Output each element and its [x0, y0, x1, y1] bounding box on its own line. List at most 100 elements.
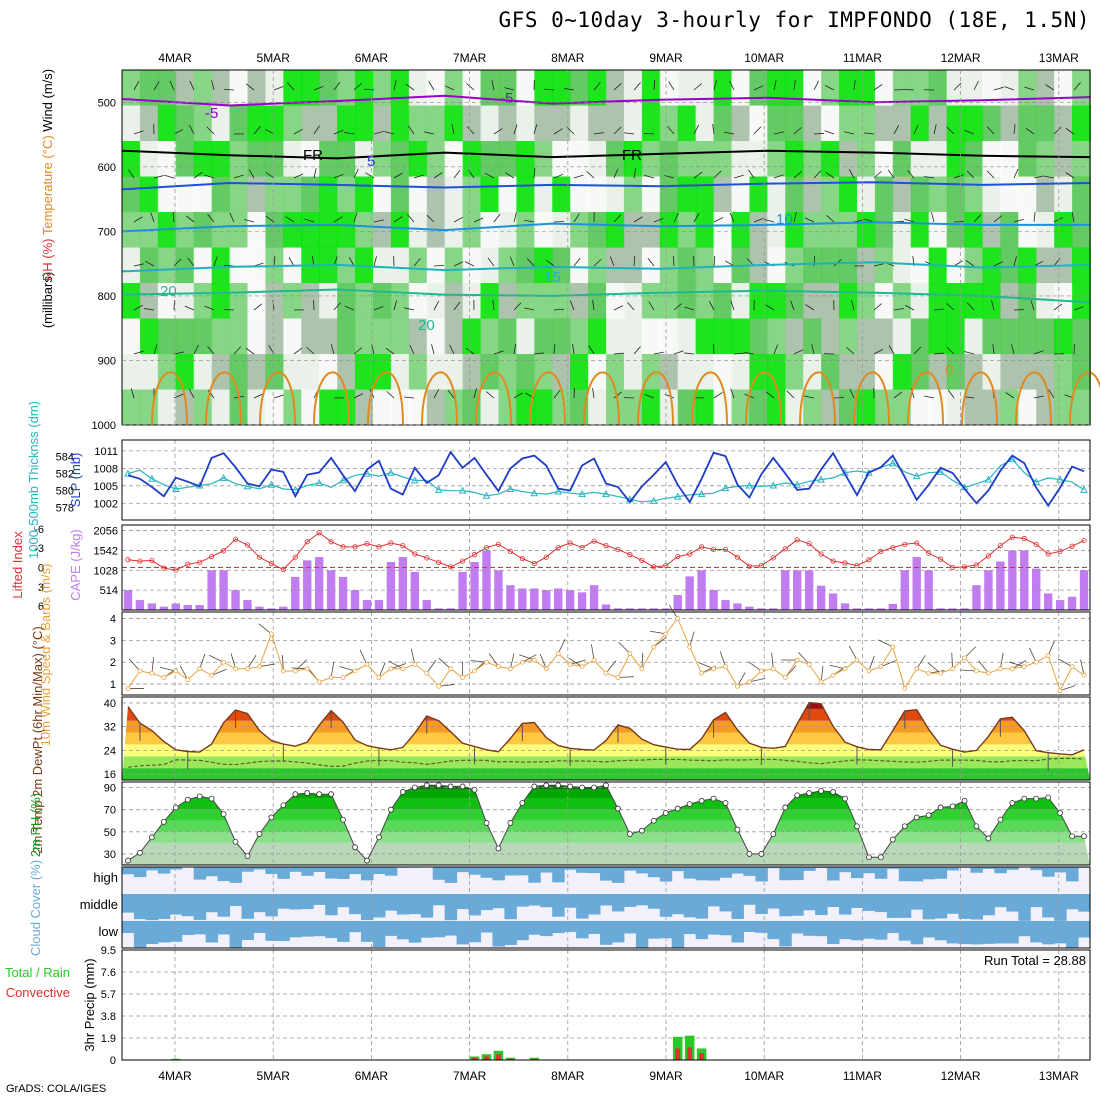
wind-barb [873, 349, 884, 355]
lifted-point [782, 546, 788, 552]
rh-patch [355, 141, 374, 177]
cloud-bar-high [193, 867, 207, 880]
cloud-bar-middle [767, 894, 780, 909]
cloud-bar-middle [468, 894, 482, 916]
rh-point [854, 823, 860, 830]
rh-patch [606, 70, 625, 106]
rh-patch [839, 318, 858, 355]
wind-barb [790, 300, 795, 311]
cape-bar [984, 570, 993, 610]
wind-speed-point [364, 662, 370, 667]
wind-barb [633, 255, 636, 267]
temp-tick: 24 [104, 745, 116, 757]
wind-barb [128, 169, 135, 179]
rh-patch [659, 283, 679, 319]
rh-patch [337, 354, 357, 390]
wind-barb [353, 347, 363, 355]
wind-speed-point [1033, 659, 1039, 665]
rh-point [148, 834, 155, 841]
rh-patch [372, 141, 392, 177]
rh-patch [910, 105, 930, 142]
rh-patch [301, 283, 321, 319]
rh-point [172, 804, 179, 811]
rh-patch [337, 141, 357, 177]
cape-bar [852, 608, 862, 610]
wind-barb [1073, 306, 1084, 311]
rh-patch [122, 283, 141, 319]
wind-barb [904, 304, 915, 311]
wind-barb [588, 345, 595, 355]
wind-barb [888, 345, 895, 355]
wind-barb [844, 131, 855, 135]
rh-patch [749, 105, 769, 142]
wind-barb [864, 132, 875, 135]
cloud-bar-low [671, 921, 685, 948]
cloud-bar-low [181, 921, 195, 935]
legend-rh: RH (%) [40, 235, 55, 281]
date-label-top: 5MAR [257, 51, 291, 65]
wind-speed-point [926, 670, 932, 676]
precip-legend-total: Total / Rain [5, 965, 70, 980]
rh-patch [606, 176, 625, 213]
rh-patch [749, 176, 769, 213]
rh-patch [1018, 212, 1038, 248]
rh-patch [856, 105, 876, 142]
wind-barb [409, 344, 415, 355]
rh-patch [247, 318, 267, 355]
wind-barb [413, 174, 424, 179]
rh-patch [982, 247, 1002, 284]
wind-barb-10m [878, 639, 893, 648]
slp-tick: 1011 [94, 446, 118, 458]
rh-patch [964, 70, 984, 106]
wind-barb [931, 212, 935, 223]
cloud-bar-low [588, 921, 601, 934]
wind-barb-10m [964, 646, 977, 659]
rh-patch [785, 105, 805, 142]
wind-speed-point [1069, 664, 1075, 670]
cloud-bar-low [934, 921, 948, 941]
rh-patch [301, 70, 321, 106]
rh-patch [928, 318, 948, 355]
lifted-point [890, 544, 896, 551]
rh-point [722, 800, 729, 806]
rh-patch [695, 176, 715, 213]
thickness-point [1056, 475, 1064, 483]
wind-barb [644, 394, 655, 399]
lifted-point [209, 553, 215, 560]
wind-barb-10m [388, 660, 404, 670]
rh-patch [301, 354, 321, 390]
rh-tick: 30 [104, 849, 116, 861]
wind-barb-10m [605, 660, 617, 674]
rh-point [866, 854, 872, 861]
rh-patch [1000, 105, 1020, 142]
rh-patch [785, 318, 805, 355]
wind-barb [244, 219, 255, 223]
wind-barb [553, 173, 564, 179]
cloud-bar-low [432, 921, 446, 938]
rh-patch [122, 354, 141, 390]
rh-patch [1072, 354, 1091, 390]
wind-speed-point [603, 670, 609, 676]
wind-barb [648, 301, 655, 311]
wind-barb [133, 350, 144, 355]
cloud-row-label: high [93, 870, 118, 885]
cloud-bar-low [169, 921, 183, 942]
rh-patch [588, 105, 607, 142]
rh-patch [964, 247, 984, 284]
wind-barb-10m [820, 665, 824, 682]
rh-patch [731, 70, 751, 106]
cloud-bar-middle [241, 894, 254, 919]
wind-barb [1065, 172, 1075, 179]
rh-point [364, 857, 370, 864]
cloud-bar-middle [217, 894, 231, 917]
rh-point [937, 804, 944, 811]
wind-speed-point [615, 675, 621, 680]
rh-patch [337, 105, 357, 142]
wind-barb [133, 304, 143, 311]
lifted-point [244, 542, 251, 548]
cloud-bar-middle [994, 894, 1007, 908]
cape-bar [291, 576, 300, 610]
cloud-bar-high [301, 867, 314, 876]
wind-barb [986, 170, 995, 179]
rh-patch [856, 247, 876, 284]
